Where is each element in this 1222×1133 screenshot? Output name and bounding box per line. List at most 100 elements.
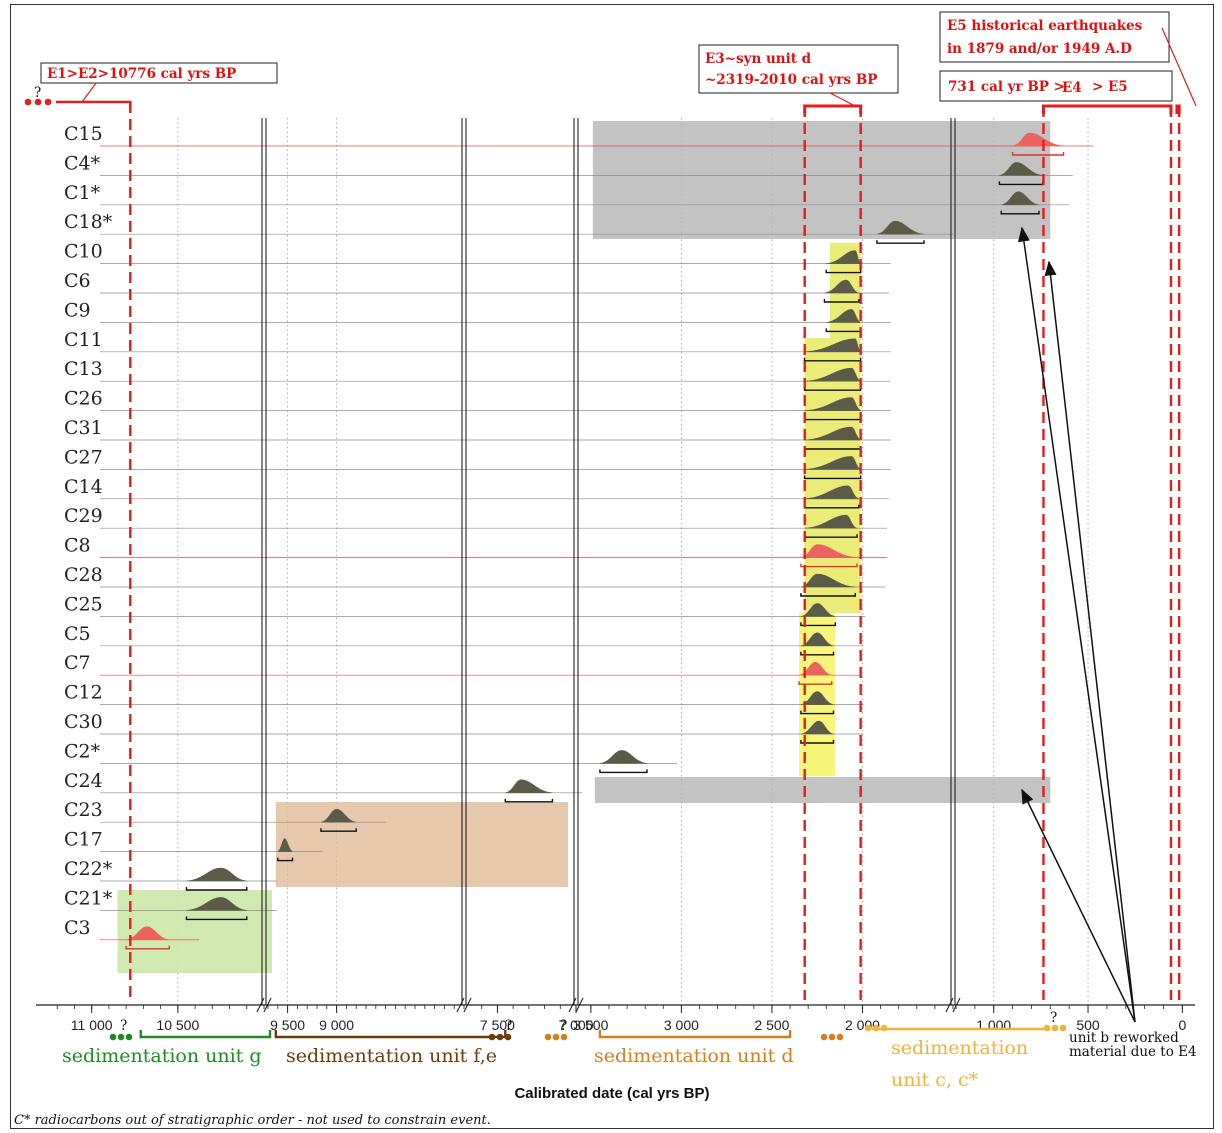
sample-label: C13 (64, 358, 103, 380)
probability-distribution (320, 808, 357, 823)
event-box-e1-e2 (40, 62, 278, 84)
x-tick-label: 3 000 (664, 1017, 699, 1033)
x-tick-label: 7 000 (558, 1017, 593, 1033)
unit-fe-box (275, 802, 569, 887)
probability-distribution (1001, 191, 1040, 206)
unit-dot (872, 1024, 880, 1032)
unit-dot (117, 1033, 125, 1041)
event-leader (829, 92, 856, 107)
probability-distribution (826, 309, 861, 323)
event-e1-bracket (56, 100, 132, 110)
annotation-line-1: unit b reworked (1069, 1030, 1179, 1046)
unit-dot (488, 1033, 496, 1041)
range-bracket (800, 710, 835, 715)
probability-distribution (804, 338, 861, 353)
sample-label: C3 (64, 917, 91, 939)
sample-label: C26 (64, 388, 103, 410)
probability-distribution (800, 720, 834, 735)
annotation-arrow (1017, 226, 1136, 1023)
probability-distribution (876, 220, 925, 235)
question-mark: ? (505, 1018, 512, 1034)
range-bracket (800, 651, 835, 656)
sample-label: C24 (64, 770, 103, 792)
sample-label: C22* (64, 858, 113, 880)
unit-dot (828, 1033, 836, 1041)
sample-label: C30 (64, 711, 103, 733)
probability-distribution (999, 162, 1043, 176)
figure-frame (10, 4, 1214, 1129)
unit-d-bracket (598, 1030, 792, 1039)
probability-distribution (800, 603, 836, 617)
event-box-e5 (939, 11, 1170, 63)
sample-label: C25 (64, 593, 103, 615)
x-tick-label: 2 500 (754, 1017, 789, 1033)
range-bracket (1000, 210, 1040, 215)
range-bracket (800, 593, 856, 597)
x-tick-label: 500 (1076, 1017, 1100, 1033)
probability-distribution (804, 514, 858, 529)
annotation-arrow (1021, 788, 1136, 1023)
sample-label: C18* (64, 211, 113, 233)
unit-dot (820, 1033, 828, 1041)
range-bracket (125, 945, 170, 950)
reworked-c2-box (594, 777, 1051, 803)
x-tick-label: 9 500 (270, 1017, 305, 1033)
range-bracket (803, 475, 862, 480)
range-bracket (185, 916, 248, 921)
question-mark: ? (34, 85, 41, 101)
range-bracket (185, 887, 248, 891)
range-bracket (277, 857, 294, 862)
sample-label: C9 (64, 299, 91, 321)
x-tick-label: 2 000 (845, 1017, 880, 1033)
probability-distribution (804, 367, 861, 382)
range-bracket (800, 740, 835, 744)
sample-label: C17 (64, 829, 103, 851)
event-label-e4-name: E4 (1062, 80, 1082, 96)
range-bracket (876, 240, 925, 244)
sample-label: C21* (64, 887, 113, 909)
probability-distribution (804, 397, 861, 411)
event-label-e1-e2: E1>E2>10776 cal yrs BP (47, 66, 236, 82)
question-mark: ? (120, 1018, 127, 1034)
range-bracket (320, 828, 357, 832)
unit-c-label: sedimentation (891, 1037, 1028, 1059)
annotation-arrow (1044, 260, 1136, 1023)
event-label-e4: 731 cal yr BP > (948, 79, 1065, 95)
probability-distribution (186, 897, 247, 911)
range-bracket (800, 622, 837, 627)
unit-dot (560, 1033, 568, 1041)
event-e3-bracket (803, 104, 863, 114)
sample-label: C31 (64, 417, 103, 439)
reworked-group-box (592, 121, 1051, 239)
unit-dot (496, 1033, 504, 1041)
axis-break-mark (568, 997, 584, 1013)
sample-label: C15 (64, 123, 103, 145)
range-bracket (800, 563, 858, 568)
sample-label: C27 (64, 446, 103, 468)
unit-dot (1059, 1024, 1067, 1032)
range-bracket (599, 769, 648, 774)
x-tick-label: 0 (1178, 1017, 1186, 1033)
unit-dot (125, 1033, 133, 1041)
unit-g-bracket (139, 1030, 272, 1039)
unit-c-label-2: unit c, c* (891, 1069, 979, 1091)
unit-dot (109, 1033, 117, 1041)
unit-dot (1043, 1024, 1051, 1032)
axis-break-mark (456, 997, 472, 1013)
question-mark: ? (560, 1018, 567, 1034)
event-leader (1161, 27, 1197, 107)
event-box-e3 (698, 44, 899, 94)
sample-label: C1* (64, 182, 101, 204)
probability-distribution (804, 485, 859, 500)
probability-distribution (599, 750, 648, 764)
sample-label: C8 (64, 535, 91, 557)
x-tick-label: 3 500 (573, 1017, 608, 1033)
probability-distribution (1012, 132, 1064, 147)
sample-label: C14 (64, 476, 103, 498)
axis-break-mark (256, 997, 272, 1013)
x-tick-label: 7 500 (480, 1017, 515, 1033)
x-axis-title: Calibrated date (cal yrs BP) (514, 1085, 709, 1102)
sample-label: C28 (64, 564, 103, 586)
range-bracket (798, 681, 833, 685)
